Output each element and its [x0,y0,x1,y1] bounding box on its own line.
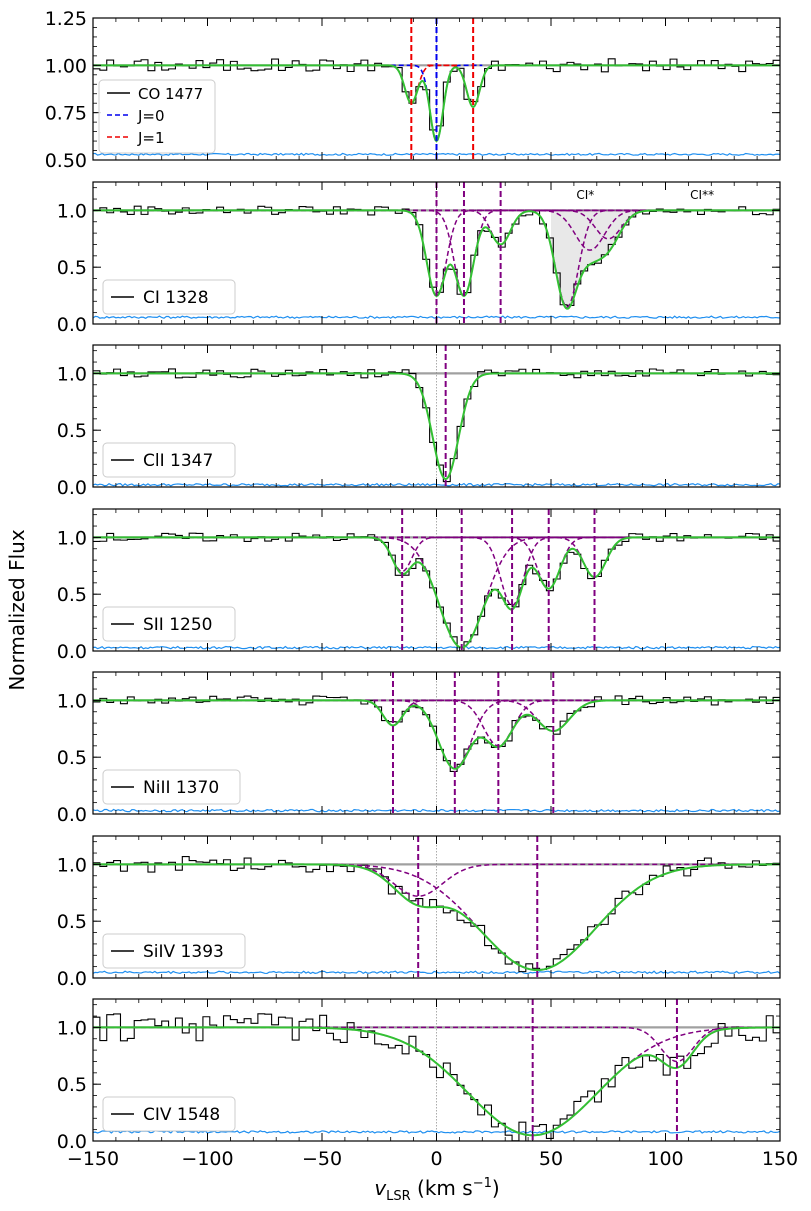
legend-label: CIV 1548 [143,1105,220,1125]
legend: CIV 1548 [102,1096,236,1132]
annotation-label: CI* [576,188,594,202]
model-fit-line [93,536,780,649]
legend-box [102,442,236,478]
y-tick-label: 1.0 [57,200,87,222]
panel-4: 0.0 0.5 1.0 SII 1250 [57,508,781,663]
y-tick-label: 1.0 [57,363,87,385]
y-tick-label: 0.5 [57,420,87,442]
x-tick-label: −50 [302,1148,342,1170]
y-tick-label: 1.00 [45,55,87,77]
x-axis-title: vLSR (km s−1) [374,1176,499,1204]
y-tick-label: 0.0 [57,641,87,663]
panel-6: 0.0 0.5 1.0 SiIV 1393 [57,835,781,990]
y-tick-label: 0.75 [45,103,87,125]
y-tick-label: 0.0 [57,477,87,499]
legend-box [102,1096,236,1132]
legend-box [102,606,236,642]
y-tick-label: 0.5 [57,257,87,279]
y-tick-label: 0.0 [57,314,87,336]
x-tick-label: 150 [762,1148,798,1170]
x-tick-label: −100 [181,1148,233,1170]
legend-label: CO 1477 [138,85,203,103]
x-tick-label: −150 [67,1148,119,1170]
y-tick-label: 0.5 [57,1074,87,1096]
legend: CI 1328 [102,279,236,315]
x-axis-title-sub: LSR [386,1189,411,1204]
legend-label: SII 1250 [143,615,213,635]
y-tick-label: 0.0 [57,1131,87,1153]
plot-area [93,672,780,814]
legend-box [102,769,241,805]
legend: SII 1250 [102,606,236,642]
y-tick-label: 0.5 [57,911,87,933]
y-axis-title: Normalized Flux [5,529,29,691]
panel-3: 0.0 0.5 1.0 ClI 1347 [57,344,781,499]
y-tick-label: 0.0 [57,804,87,826]
panel-5: 0.0 0.5 1.0 NiII 1370 [57,671,781,826]
y-tick-label: 0.0 [57,968,87,990]
legend-label: J=1 [137,129,165,147]
model-fit-line [93,699,780,770]
legend-box [102,933,246,969]
y-tick-label: 1.0 [57,690,87,712]
y-tick-label: 1.0 [57,1017,87,1039]
panel-2: CI* CI** 0.0 0.5 1.0 CI 1328 [57,181,781,336]
x-tick-label: 50 [539,1148,563,1170]
panel-7: −150 −100 −50 0 50 100 150 0.0 0.5 1.0 CIV 1548 [57,998,798,1170]
legend: NiII 1370 [102,769,241,805]
legend-label: CI 1328 [143,288,209,308]
x-axis-title-sup: −1 [473,1176,492,1191]
x-axis-title-var: v [374,1176,387,1200]
model-fit-line [93,1026,780,1137]
ci-star-shaded-region [551,210,666,309]
x-axis-title-unit: (km s [411,1176,473,1200]
legend: CO 1477 J=0 J=1 [98,79,216,154]
legend-label: ClI 1347 [143,451,213,471]
legend-box [98,79,216,154]
model-fit-line [93,64,780,143]
y-tick-label: 1.25 [45,8,87,30]
legend-box [102,279,236,315]
y-tick-label: 1.0 [57,854,87,876]
model-fit-line [93,372,780,481]
x-tick-label: 100 [647,1148,683,1170]
legend: SiIV 1393 [102,933,246,969]
annotation-label: CI** [690,188,714,202]
panel-1: 0.50 0.75 1.00 1.25 CO 1477 J=0 J=1 [45,8,781,172]
y-tick-label: 0.5 [57,747,87,769]
plot-area [93,999,780,1141]
model-fit-line [93,863,780,972]
legend-label: J=0 [137,107,165,125]
legend: ClI 1347 [102,442,236,478]
x-tick-label: 0 [430,1148,442,1170]
y-tick-label: 0.5 [57,584,87,606]
legend-label: NiII 1370 [143,778,219,798]
y-tick-label: 0.50 [45,150,87,172]
y-tick-label: 1.0 [57,527,87,549]
legend-label: SiIV 1393 [143,942,224,962]
x-axis-title-close: ) [492,1176,500,1200]
